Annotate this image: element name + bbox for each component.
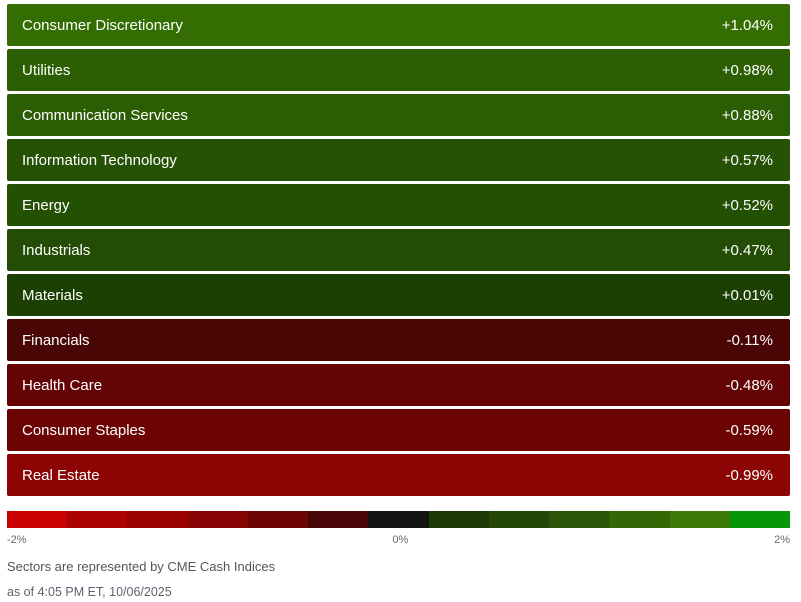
sector-change-value: +0.98% [721, 61, 773, 79]
sector-name: Financials [22, 331, 90, 349]
sector-row-real-estate[interactable]: Real Estate -0.99% [7, 454, 790, 496]
scale-segment-2 [127, 511, 188, 528]
sector-rows-list: Consumer Discretionary +1.04% Utilities +0.… [7, 4, 790, 496]
sector-change-value: -0.99% [725, 466, 773, 484]
scale-label-max: 2% [774, 534, 790, 546]
sector-row-financials[interactable]: Financials -0.11% [7, 319, 790, 361]
sector-name: Energy [22, 196, 70, 214]
sector-name: Consumer Staples [22, 421, 146, 439]
scale-segment-9 [549, 511, 610, 528]
scale-segment-5 [308, 511, 369, 528]
sector-row-consumer-staples[interactable]: Consumer Staples -0.59% [7, 409, 790, 451]
sector-name: Communication Services [22, 106, 188, 124]
sector-name: Materials [22, 286, 83, 304]
scale-segment-3 [187, 511, 248, 528]
scale-segment-7 [428, 511, 489, 528]
as-of-timestamp: as of 4:05 PM ET, 10/06/2025 [7, 585, 172, 599]
scale-segment-11 [669, 511, 730, 528]
scale-segment-4 [247, 511, 309, 528]
sector-name: Consumer Discretionary [22, 16, 183, 34]
sector-row-health-care[interactable]: Health Care -0.48% [7, 364, 790, 406]
sector-name: Industrials [22, 241, 91, 259]
sector-change-value: +1.04% [721, 16, 773, 34]
scale-segment-6 [368, 511, 429, 528]
sector-change-value: -0.48% [725, 376, 773, 394]
scale-label-min: -2% [7, 534, 27, 546]
sector-change-value: +0.88% [721, 106, 773, 124]
scale-segment-8 [488, 511, 550, 528]
sector-change-value: -0.59% [725, 421, 773, 439]
sector-change-value: -0.11% [726, 331, 773, 349]
scale-segment-0 [7, 511, 68, 528]
color-scale-labels: -2% 0% 2% [7, 534, 790, 546]
color-scale-legend [7, 511, 791, 528]
scale-segment-10 [609, 511, 670, 528]
sector-name: Health Care [22, 376, 103, 394]
sector-name: Information Technology [22, 151, 177, 169]
sector-change-value: +0.47% [721, 241, 773, 259]
sector-change-value: +0.01% [721, 286, 773, 304]
sector-name: Utilities [22, 61, 71, 79]
sector-row-utilities[interactable]: Utilities +0.98% [7, 49, 790, 91]
sector-row-materials[interactable]: Materials +0.01% [7, 274, 790, 316]
scale-segment-12 [729, 511, 791, 528]
sector-name: Real Estate [22, 466, 100, 484]
sector-row-communication-services[interactable]: Communication Services +0.88% [7, 94, 790, 136]
sector-row-industrials[interactable]: Industrials +0.47% [7, 229, 790, 271]
scale-label-mid: 0% [392, 534, 409, 546]
footnote-text: Sectors are represented by CME Cash Indi… [7, 559, 276, 574]
scale-segment-1 [67, 511, 128, 528]
sector-change-value: +0.52% [721, 196, 773, 214]
sector-row-information-technology[interactable]: Information Technology +0.57% [7, 139, 790, 181]
sector-change-value: +0.57% [721, 151, 773, 169]
sector-row-energy[interactable]: Energy +0.52% [7, 184, 790, 226]
sector-row-consumer-discretionary[interactable]: Consumer Discretionary +1.04% [7, 4, 790, 46]
